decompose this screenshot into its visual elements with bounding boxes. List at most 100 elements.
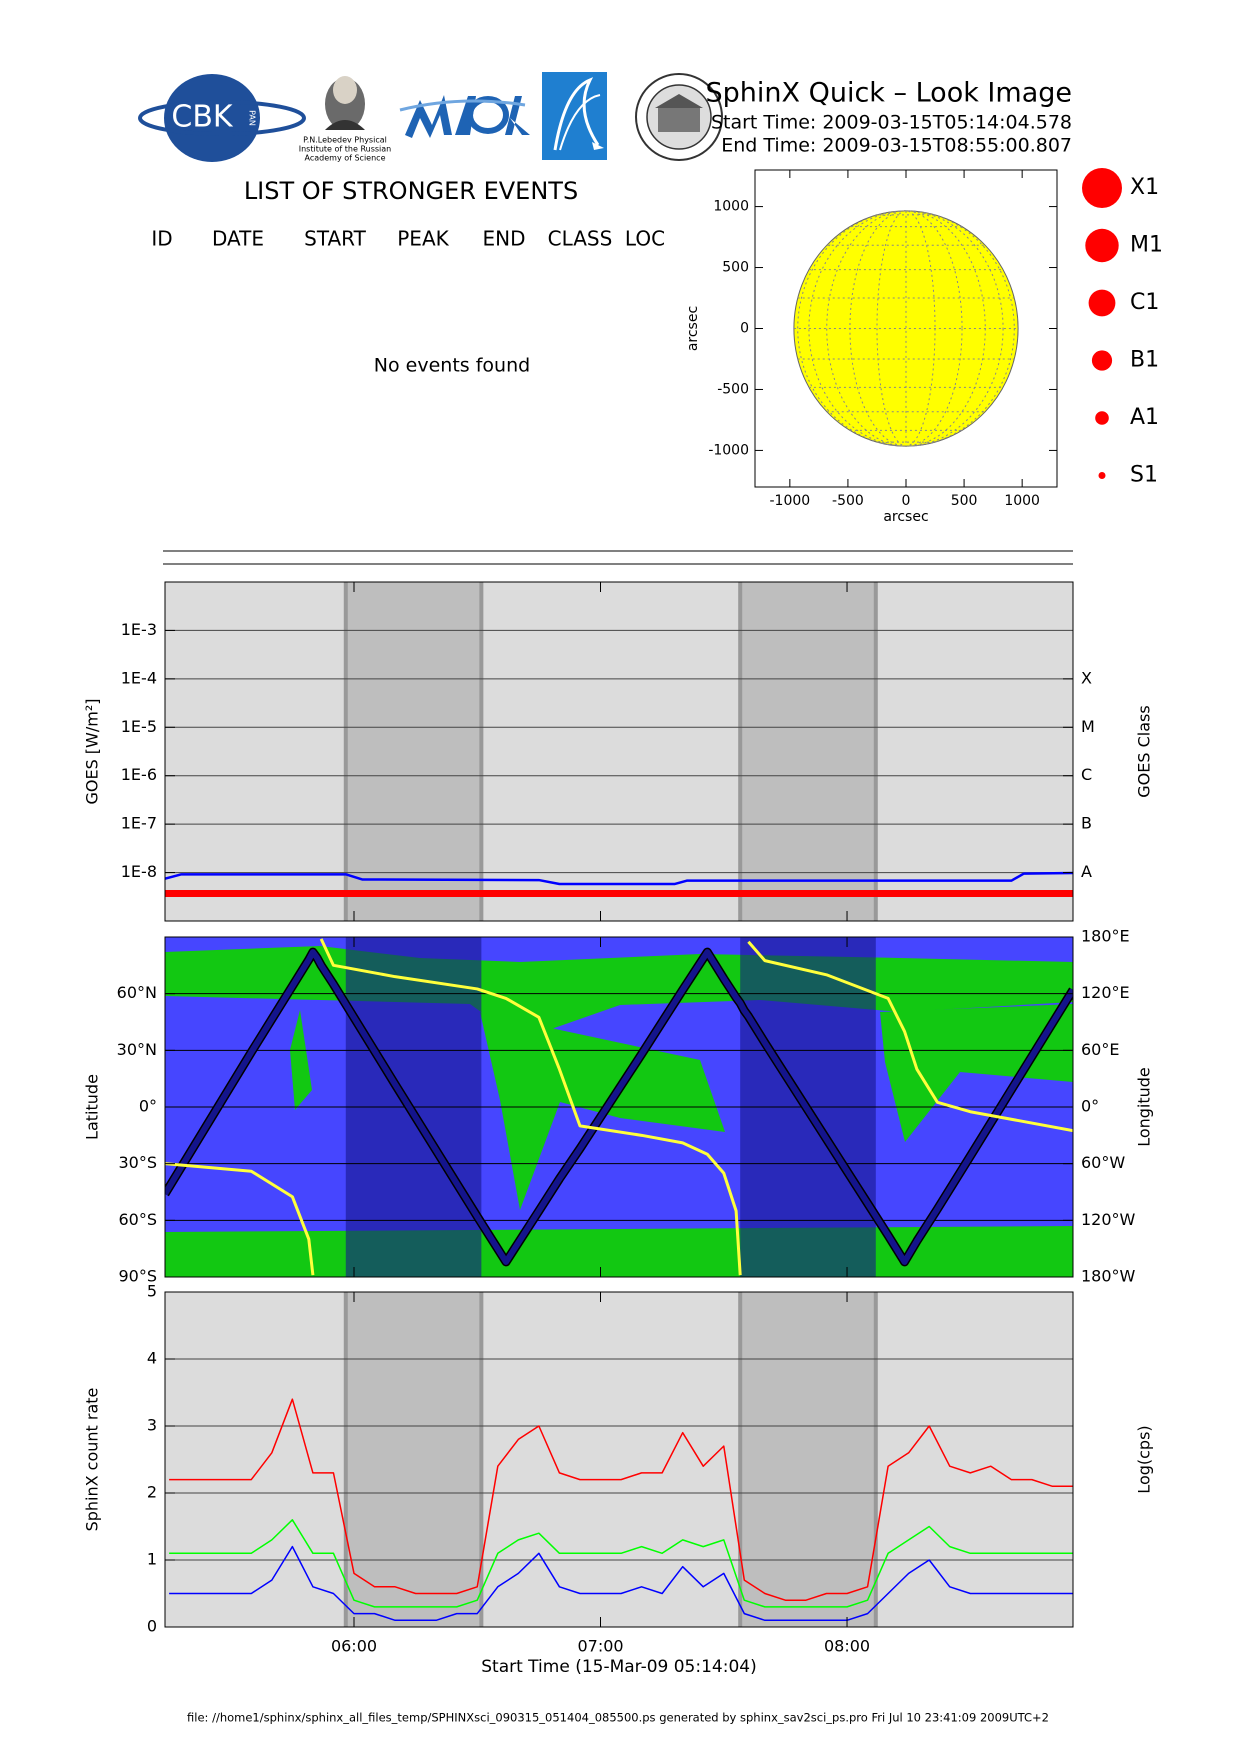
column-header: PEAK <box>397 227 449 251</box>
column-header: CLASS <box>548 227 613 251</box>
x-tick-label: 0 <box>902 493 911 509</box>
disk-grid <box>793 210 1019 447</box>
logo-text: P.N.Lebedev Physical <box>303 136 387 145</box>
y-tick-label: 0 <box>147 1617 157 1636</box>
plot-area <box>165 937 1073 1277</box>
start-time: Start Time: 2009-03-15T05:14:04.578 <box>711 112 1072 134</box>
y-tick-label: 5 <box>147 1282 157 1301</box>
y2-tick-label: M <box>1081 717 1095 736</box>
plot-frame <box>164 936 1074 1278</box>
y-tick-label: 3 <box>147 1416 157 1435</box>
y2-tick-label: 180°E <box>1081 927 1130 946</box>
legend-marker <box>1091 350 1113 371</box>
legend-label: B1 <box>1130 348 1159 373</box>
y2-tick-label: C <box>1081 765 1092 784</box>
y-tick-label: 1E-5 <box>121 717 157 736</box>
logo-emblem <box>542 72 607 160</box>
y-tick-label: 1E-3 <box>121 620 157 639</box>
y-tick-label: 500 <box>722 260 749 276</box>
y2-tick-label: 120°E <box>1081 983 1130 1002</box>
logo-text: PAN <box>248 110 257 126</box>
y2-tick-label: 60°E <box>1081 1040 1119 1059</box>
y-tick-label: 1E-6 <box>121 765 157 784</box>
y-tick-label: 1 <box>147 1550 157 1569</box>
legend-label: S1 <box>1130 463 1158 488</box>
shaded-interval <box>345 1292 482 1627</box>
y-tick-label: -1000 <box>708 442 749 458</box>
logo-mifi <box>399 95 530 138</box>
coverage-region <box>165 1226 1073 1277</box>
column-header: START <box>304 227 366 251</box>
events-title: LIST OF STRONGER EVENTS <box>244 177 578 205</box>
column-header: DATE <box>212 227 264 251</box>
column-header: ID <box>151 227 172 251</box>
x-tick-label: 1000 <box>1004 493 1040 509</box>
y-tick-label: 4 <box>147 1349 157 1368</box>
series-line <box>169 1519 1073 1608</box>
logo-lebedev: P.N.Lebedev Physical Institute of the Ru… <box>299 76 392 163</box>
y-tick-label: -500 <box>717 381 749 397</box>
y2-tick-label: X <box>1081 668 1092 687</box>
series-line <box>169 1398 1073 1601</box>
coverage-region <box>290 1010 312 1110</box>
plot-background <box>165 1292 1073 1627</box>
x-tick-label: 06:00 <box>331 1637 377 1656</box>
shaded-interval <box>345 582 482 921</box>
y-tick-label: 30°S <box>118 1153 157 1172</box>
y-tick-label: 60°N <box>117 983 157 1002</box>
column-header: END <box>483 227 526 251</box>
series-line <box>169 1545 1073 1622</box>
y2-axis-title: GOES Class <box>1135 705 1154 797</box>
legend-label: A1 <box>1130 405 1159 430</box>
legend-marker <box>1095 411 1109 425</box>
x-tick-label: -500 <box>832 493 864 509</box>
events-message: No events found <box>374 355 530 377</box>
y-tick-label: 60°S <box>118 1210 157 1229</box>
y-axis-title: SphinX count rate <box>83 1388 102 1532</box>
column-header: LOC <box>625 227 665 251</box>
logo-university-seal <box>635 73 723 161</box>
series-line <box>165 949 1073 1265</box>
y-tick-label: 2 <box>147 1483 157 1502</box>
legend-label: X1 <box>1130 175 1159 200</box>
y2-tick-label: 180°W <box>1081 1267 1136 1286</box>
plot-area <box>165 582 1073 921</box>
y-tick-label: 0 <box>740 321 749 337</box>
page-title: SphinX Quick – Look Image <box>706 78 1072 109</box>
y-tick-label: 1E-8 <box>121 862 157 881</box>
legend-marker <box>1088 289 1116 317</box>
legend-label: M1 <box>1130 233 1163 258</box>
x-axis-title: arcsec <box>883 509 928 525</box>
plot-frame <box>164 581 1074 922</box>
shaded-interval <box>740 1292 876 1627</box>
series-line <box>165 938 1073 1276</box>
plot-area <box>165 1292 1073 1627</box>
series-line <box>165 871 1073 886</box>
y-tick-label: 1E-7 <box>121 814 157 833</box>
y2-axis-title: Log(cps) <box>1135 1425 1154 1493</box>
y2-axis-title: Longitude <box>1135 1067 1154 1147</box>
y-tick-label: 0° <box>139 1097 157 1116</box>
y2-tick-label: 0° <box>1081 1097 1099 1116</box>
logo-cbk: CBK PAN <box>138 74 306 162</box>
logo-text: CBK <box>171 100 234 135</box>
y-axis-title: Latitude <box>83 1074 102 1140</box>
legend-label: C1 <box>1130 290 1159 315</box>
plot-frame <box>164 1291 1074 1628</box>
legend-marker <box>1098 472 1106 479</box>
footer: file: //home1/sphinx/sphinx_all_files_te… <box>187 1711 1049 1725</box>
y-axis-title: arcsec <box>685 306 701 351</box>
logo-text: Academy of Science <box>305 154 386 163</box>
y-tick-label: 30°N <box>117 1040 157 1059</box>
x-axis-title: Start Time (15-Mar-09 05:14:04) <box>481 1657 756 1677</box>
x-tick-label: 08:00 <box>824 1637 870 1656</box>
y-tick-label: 1E-4 <box>121 668 157 687</box>
y-tick-label: 1000 <box>713 199 749 215</box>
x-tick-label: 500 <box>951 493 978 509</box>
shaded-interval <box>740 582 876 921</box>
logo-text: Institute of the Russian <box>299 145 392 154</box>
events-header: ID DATE START PEAK END CLASS LOC <box>151 227 665 251</box>
legend-marker <box>1085 228 1119 263</box>
